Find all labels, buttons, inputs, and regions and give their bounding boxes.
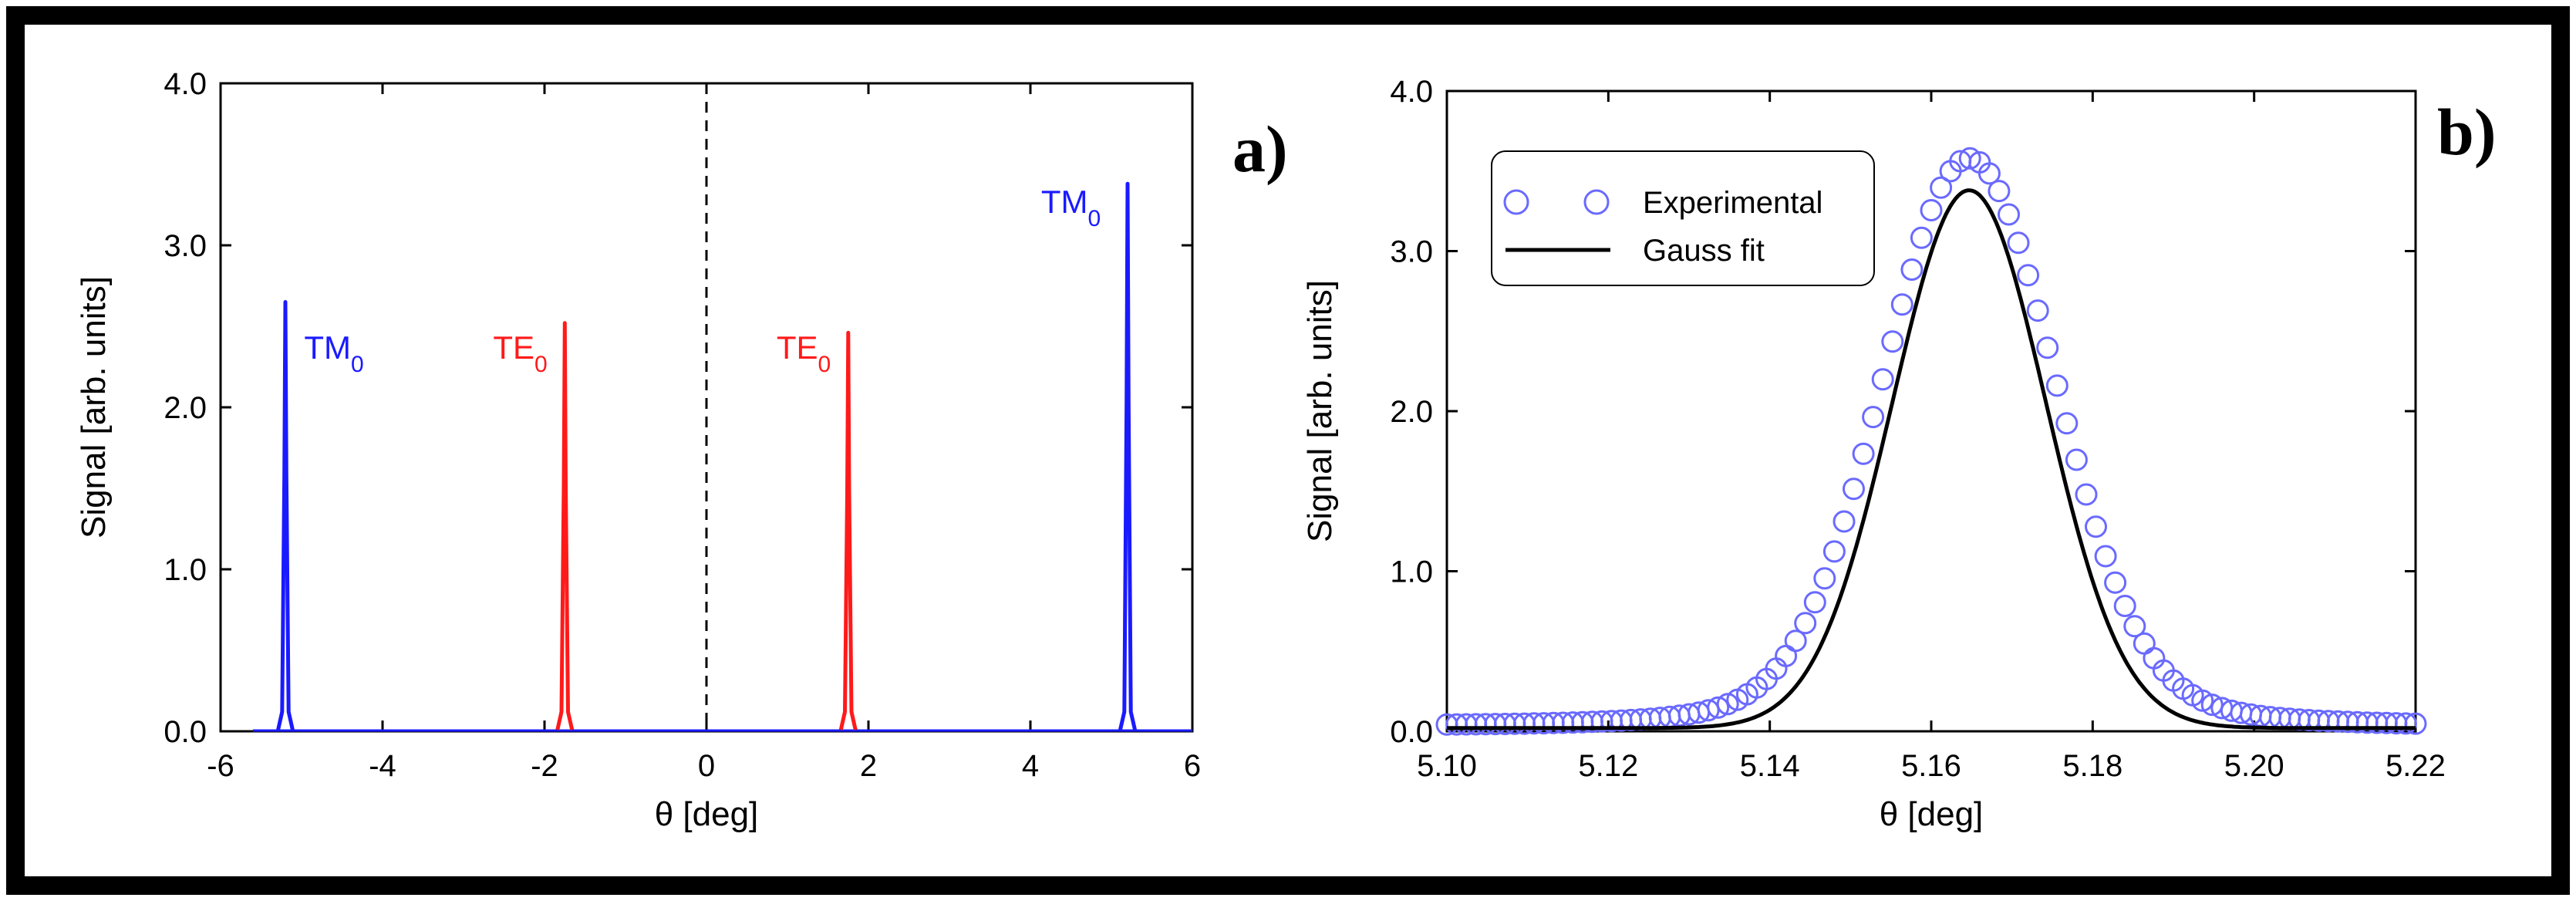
x-tick-label: 5.22 (2385, 749, 2446, 783)
experimental-point (1822, 540, 1846, 563)
experimental-point (2394, 712, 2417, 735)
experimental-point (1920, 199, 1943, 221)
experimental-point (1930, 176, 1953, 199)
y-tick-label: 2.0 (1390, 395, 1433, 429)
y-tick-label: 0.0 (164, 715, 207, 749)
experimental-point (1910, 226, 1933, 249)
y-tick-label: 4.0 (1390, 75, 1433, 109)
chart-panel-a: -6 -4 -2 0 2 4 6 0.0 1.0 2.0 3.0 4.0 θ [deg] Signal [… (75, 67, 1288, 833)
experimental-point (1871, 368, 1894, 391)
experimental-point (2026, 299, 2049, 322)
x-tick-label: 5.20 (2224, 749, 2284, 783)
experimental-point (2045, 374, 2069, 397)
x-tick-label: 5.14 (1740, 749, 1800, 783)
x-tick-label: -6 (207, 749, 234, 783)
experimental-point (1890, 293, 1913, 316)
x-tick-label: 5.18 (2062, 749, 2123, 783)
experimental-point (2404, 712, 2427, 735)
experimental-point (2017, 264, 2040, 287)
experimental-point (1813, 567, 1836, 590)
panel-label-b: b) (2437, 95, 2496, 169)
peak-annotation: TE0 (777, 329, 831, 377)
experimental-point (2007, 231, 2030, 255)
legend-marker-experimental (1503, 189, 1529, 215)
peak-te0 (838, 330, 858, 731)
experimental-point (2094, 545, 2117, 568)
experimental-point (2191, 689, 2214, 712)
y-tick-label: 3.0 (1390, 235, 1433, 269)
experimental-point (1978, 162, 2001, 185)
x-tick-label: -2 (531, 749, 558, 783)
y-tick-label: 1.0 (1390, 555, 1433, 589)
experimental-point (1784, 629, 1807, 653)
peak-annotation: TE0 (493, 329, 547, 377)
x-tick-label: 5.10 (1417, 749, 1477, 783)
experimental-point (2085, 515, 2107, 538)
experimental-point (1958, 147, 1981, 170)
peak-te0 (555, 321, 575, 731)
x-tick-label: 2 (860, 749, 877, 783)
peak-annotation: TM0 (304, 329, 363, 377)
chart-panel-b: 5.10 5.12 5.14 5.16 5.18 5.20 5.22 0.0 1.0 2.0 3.0… (1301, 75, 2496, 833)
y-tick-label: 2.0 (164, 391, 207, 425)
x-tick-label: 4 (1022, 749, 1039, 783)
peak-tm0 (276, 300, 295, 731)
y-tick-label: 3.0 (164, 229, 207, 263)
experimental-point (1998, 203, 2020, 226)
experimental-point (2104, 571, 2127, 594)
experimental-point (2065, 448, 2088, 471)
legend-label-experimental: Experimental (1643, 186, 1822, 220)
experimental-point (1852, 442, 1875, 465)
y-tick-label: 0.0 (1390, 715, 1433, 749)
experimental-point (1988, 180, 2011, 203)
experimental-point (1697, 699, 1720, 722)
experimental-point (1794, 612, 1817, 635)
experimental-point (2055, 412, 2079, 435)
gauss-fit-line (1447, 188, 2416, 731)
experimental-point (1900, 258, 1924, 281)
peak-annotation: TM0 (1041, 184, 1101, 231)
experimental-point (1716, 693, 1739, 716)
panel-label-a: a) (1232, 112, 1288, 186)
y-axis-label: Signal [arb. units] (75, 276, 113, 538)
experimental-point (2113, 595, 2136, 617)
x-tick-label: 6 (1184, 749, 1201, 783)
experimental-point (1881, 330, 1904, 353)
peak-tm0 (1118, 181, 1137, 731)
experimental-point (2036, 336, 2059, 359)
x-axis-label: θ [deg] (1880, 795, 1984, 833)
experimental-point (1707, 696, 1730, 719)
x-tick-label: 0 (698, 749, 715, 783)
y-tick-label: 4.0 (164, 67, 207, 101)
experimental-point (1833, 510, 1856, 533)
legend: Experimental Gauss fit (1491, 150, 1875, 286)
figure-border (6, 6, 2570, 895)
x-axis-label: θ [deg] (655, 795, 759, 833)
legend-marker-experimental (1583, 189, 1610, 215)
x-tick-label: 5.12 (1578, 749, 1638, 783)
experimental-point (1862, 406, 1885, 429)
experimental-point (1803, 591, 1826, 614)
experimental-point (2075, 483, 2098, 506)
experimental-point (2123, 615, 2146, 638)
x-tick-label: -4 (369, 749, 396, 783)
y-axis-label: Signal [arb. units] (1301, 280, 1339, 542)
legend-label-gauss-fit: Gauss fit (1643, 234, 1765, 268)
y-tick-label: 1.0 (164, 553, 207, 587)
experimental-point (1843, 477, 1865, 501)
x-tick-label: 5.16 (1901, 749, 1961, 783)
